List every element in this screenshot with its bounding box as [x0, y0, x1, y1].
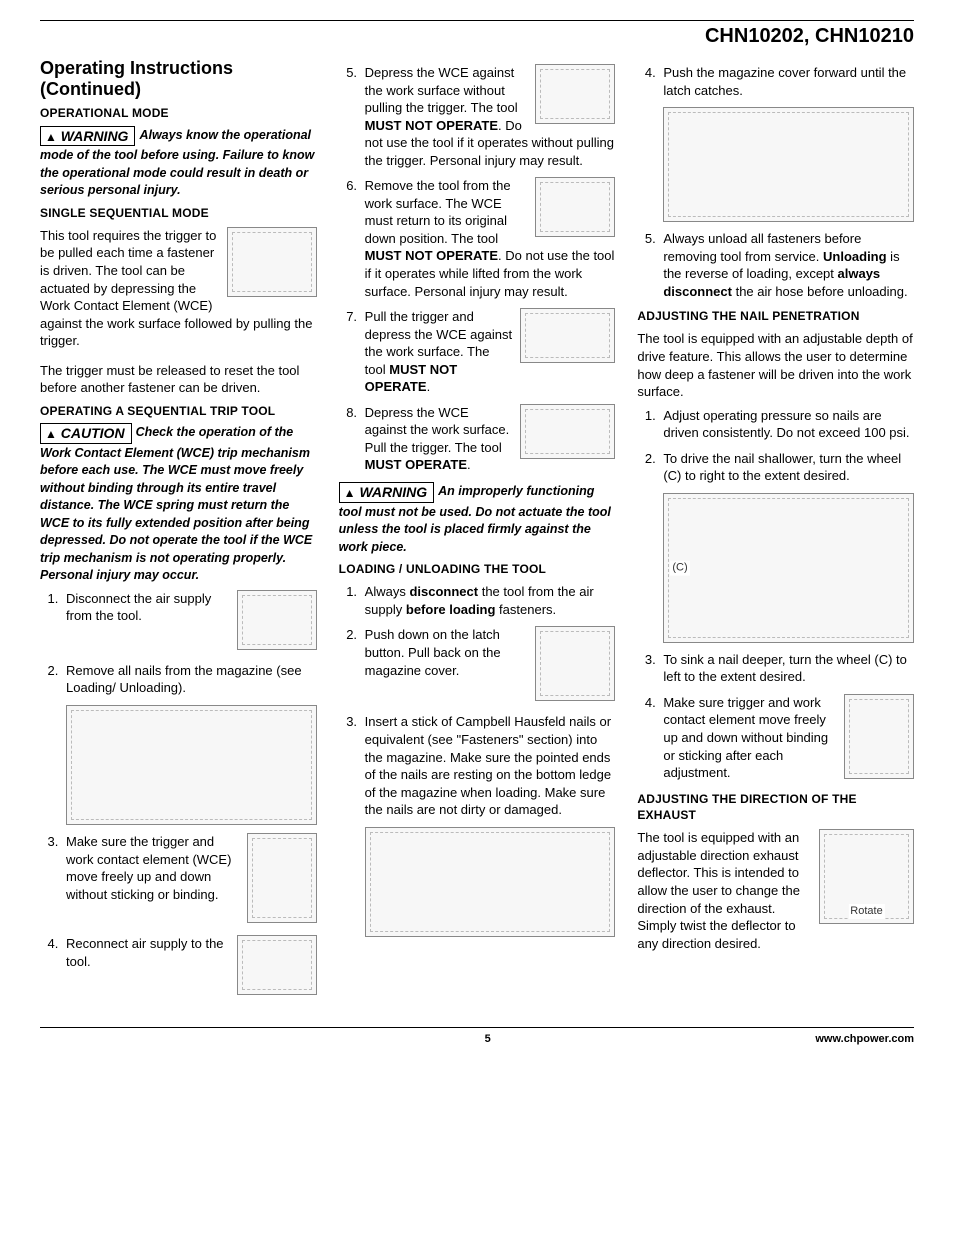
- warning-text-2: ▲ WARNINGAn improperly functioning tool …: [339, 484, 611, 554]
- figure-trigger-move: [247, 833, 317, 923]
- column-3: Push the magazine cover forward until th…: [637, 58, 914, 1007]
- seq-li-3: Make sure the trigger and work contact e…: [62, 833, 317, 927]
- para-adjust-pen: The tool is equipped with an adjustable …: [637, 330, 914, 400]
- seq-li-7: Pull the trigger and depress the WCE aga…: [361, 308, 616, 396]
- para-single-seq-2: The trigger must be released to reset th…: [40, 362, 317, 397]
- load-li-4-text: Push the magazine cover forward until th…: [663, 65, 906, 98]
- heading-adjust-pen: ADJUSTING THE NAIL PENETRATION: [637, 308, 914, 324]
- footer: 5 www.chpower.com: [40, 1027, 914, 1047]
- heading-single-seq: SINGLE SEQUENTIAL MODE: [40, 205, 317, 221]
- figure-insert-nails: [365, 827, 616, 937]
- seq-trip-list: Disconnect the air supply from the tool.…: [40, 590, 317, 999]
- exh-block: Rotate The tool is equipped with an adju…: [637, 829, 914, 958]
- figure-trigger-free: [844, 694, 914, 779]
- heading-operational-mode: OPERATIONAL MODE: [40, 105, 317, 121]
- seq-li-4: Reconnect air supply to the tool.: [62, 935, 317, 999]
- seq-li-2: Remove all nails from the magazine (see …: [62, 662, 317, 825]
- warning-block-2: ▲ WARNINGAn improperly functioning tool …: [339, 482, 616, 555]
- seq-li-1: Disconnect the air supply from the tool.: [62, 590, 317, 654]
- pen-li-2-text: To drive the nail shallower, turn the wh…: [663, 451, 901, 484]
- seq-li-8c: .: [467, 457, 471, 472]
- load-li-3: Insert a stick of Campbell Hausfeld nail…: [361, 713, 616, 936]
- seq-trip-list-cont: Depress the WCE against the work surface…: [339, 64, 616, 474]
- seq-li-3-text: Make sure the trigger and work contact e…: [66, 834, 231, 902]
- caution-text-1: ▲ CAUTIONCheck the operation of the Work…: [40, 425, 312, 582]
- figure-remove-tool: [535, 177, 615, 237]
- seq-li-8: Depress the WCE against the work surface…: [361, 404, 616, 474]
- seq-li-1-text: Disconnect the air supply from the tool.: [66, 591, 211, 624]
- warning-label-1: ▲ WARNING: [40, 126, 135, 147]
- figure-reconnect-air: [237, 935, 317, 995]
- seq-li-6: Remove the tool from the work surface. T…: [361, 177, 616, 300]
- pen-li-4-text: Make sure trigger and work contact eleme…: [663, 695, 828, 780]
- seq-li-5b: MUST NOT OPERATE: [365, 118, 498, 133]
- heading-op-seq-trip: OPERATING A SEQUENTIAL TRIP TOOL: [40, 403, 317, 419]
- figure-disconnect-air: [237, 590, 317, 650]
- figure-c-label: (C): [670, 560, 689, 575]
- load-li-2-text: Push down on the latch button. Pull back…: [365, 627, 501, 677]
- load-li-1: Always disconnect the tool from the air …: [361, 583, 616, 618]
- top-rule: [40, 20, 914, 21]
- warning-icon-2: ▲: [344, 486, 356, 500]
- figure-depress-pull: [520, 404, 615, 459]
- warning-block-1: ▲ WARNINGAlways know the operational mod…: [40, 126, 317, 199]
- figure-depress-wce: [535, 64, 615, 124]
- seq-li-2-text: Remove all nails from the magazine (see …: [66, 663, 302, 696]
- seq-li-7c: .: [427, 379, 431, 394]
- loading-list: Always disconnect the tool from the air …: [339, 583, 616, 936]
- seq-li-5a: Depress the WCE against the work surface…: [365, 65, 518, 115]
- figure-pull-trigger: [520, 308, 615, 363]
- caution-label-text: CAUTION: [61, 425, 125, 441]
- load-li-2: Push down on the latch button. Pull back…: [361, 626, 616, 705]
- seq-li-8a: Depress the WCE against the work surface…: [365, 405, 510, 455]
- warning-label-2: ▲ WARNING: [339, 482, 434, 503]
- caution-body-1: Check the operation of the Work Contact …: [40, 425, 312, 582]
- page-number: 5: [485, 1032, 491, 1047]
- load-li-3-text: Insert a stick of Campbell Hausfeld nail…: [365, 714, 611, 817]
- caution-label-1: ▲ CAUTION: [40, 423, 132, 444]
- loading-list-cont: Push the magazine cover forward until th…: [637, 64, 914, 300]
- heading-loading: LOADING / UNLOADING THE TOOL: [339, 561, 616, 577]
- load-li-5e: the air hose before unloading.: [732, 284, 908, 299]
- seq-li-5: Depress the WCE against the work surface…: [361, 64, 616, 169]
- content-columns: Operating Instructions (Continued) OPERA…: [40, 58, 914, 1007]
- warning-text-1: ▲ WARNINGAlways know the operational mod…: [40, 128, 314, 198]
- caution-icon: ▲: [45, 427, 57, 441]
- section-title: Operating Instructions (Continued): [40, 58, 317, 99]
- load-li-4: Push the magazine cover forward until th…: [659, 64, 914, 222]
- figure-wheel-c: (C): [663, 493, 914, 643]
- seq-li-6b: MUST NOT OPERATE: [365, 248, 498, 263]
- seq-li-4-text: Reconnect air supply to the tool.: [66, 936, 224, 969]
- figure-rotate-exhaust: Rotate: [819, 829, 914, 924]
- column-2: Depress the WCE against the work surface…: [339, 58, 616, 1007]
- figure-rotate-label: Rotate: [848, 904, 884, 919]
- load-li-1d: before loading: [406, 602, 496, 617]
- load-li-1e: fasteners.: [495, 602, 556, 617]
- figure-latch-button: [535, 626, 615, 701]
- pen-li-2: To drive the nail shallower, turn the wh…: [659, 450, 914, 643]
- warning-label-text: WARNING: [61, 128, 129, 144]
- load-li-5b: Unloading: [823, 249, 887, 264]
- model-header: CHN10202, CHN10210: [40, 23, 914, 50]
- figure-push-magazine: [663, 107, 914, 222]
- load-li-5: Always unload all fasteners before remov…: [659, 230, 914, 300]
- footer-left-spacer: [40, 1032, 160, 1047]
- footer-site: www.chpower.com: [815, 1032, 914, 1047]
- seq-li-6a: Remove the tool from the work surface. T…: [365, 178, 511, 246]
- single-seq-block: This tool requires the trigger to be pul…: [40, 227, 317, 356]
- pen-li-1: Adjust operating pressure so nails are d…: [659, 407, 914, 442]
- warning-icon: ▲: [45, 130, 57, 144]
- column-1: Operating Instructions (Continued) OPERA…: [40, 58, 317, 1007]
- load-li-1b: disconnect: [409, 584, 478, 599]
- pen-li-3: To sink a nail deeper, turn the wheel (C…: [659, 651, 914, 686]
- figure-single-seq: [227, 227, 317, 297]
- pen-list: Adjust operating pressure so nails are d…: [637, 407, 914, 783]
- load-li-1a: Always: [365, 584, 410, 599]
- pen-li-4: Make sure trigger and work contact eleme…: [659, 694, 914, 783]
- caution-block-1: ▲ CAUTIONCheck the operation of the Work…: [40, 423, 317, 584]
- heading-adjust-exh: ADJUSTING THE DIRECTION OF THE EXHAUST: [637, 791, 914, 823]
- seq-li-8b: MUST OPERATE: [365, 457, 467, 472]
- figure-remove-nails: [66, 705, 317, 825]
- warning-label-2-text: WARNING: [359, 484, 427, 500]
